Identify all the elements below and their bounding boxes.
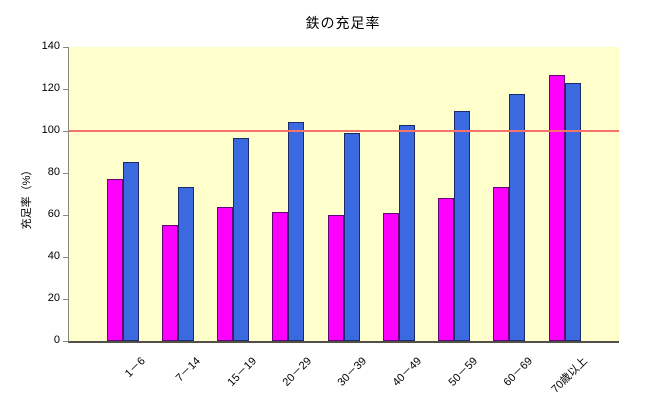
y-tick-label-0: 0: [53, 334, 60, 346]
x-tick-label-4: 20－29: [280, 355, 314, 389]
x-tick-label-3: 15－19: [225, 355, 259, 389]
x-tick-label-7: 50－59: [446, 355, 480, 389]
bar-series1-1: [106, 179, 123, 341]
bar-series2-6: [398, 125, 415, 341]
y-tick-label-100: 100: [41, 124, 60, 136]
y-tick-mark-0: [63, 341, 68, 342]
x-tick-label-6: 40－49: [390, 355, 425, 389]
chart-title: 鉄の充足率: [305, 15, 381, 31]
y-tick-mark-80: [63, 173, 68, 174]
bar-series1-3: [217, 207, 233, 341]
y-tick-label-80: 80: [47, 166, 60, 178]
x-tick-label-1: 1－6: [123, 355, 149, 381]
bar-series2-7: [454, 111, 470, 341]
bar-series2-1: [122, 162, 139, 341]
y-tick-mark-140: [63, 47, 68, 48]
bar-series2-4: [288, 122, 305, 341]
bar-series2-8: [509, 94, 526, 341]
bar-series2-2: [177, 187, 194, 341]
bar-series1-2: [161, 225, 178, 341]
y-tick-label-20: 20: [47, 292, 60, 304]
bar-series1-4: [272, 212, 289, 341]
bar-series2-3: [233, 138, 249, 341]
y-tick-mark-120: [63, 89, 68, 90]
x-tick-label-9: 70歳以上: [549, 355, 591, 396]
y-tick-mark-20: [63, 299, 68, 300]
bar-series1-6: [382, 213, 399, 341]
y-tick-label-140: 140: [41, 40, 60, 52]
x-tick-label-8: 60－69: [501, 355, 535, 389]
bar-series2-5: [343, 133, 360, 341]
x-tick-label-5: 30－39: [335, 355, 370, 389]
x-tick-label-2: 7－14: [174, 355, 204, 385]
y-tick-label-60: 60: [47, 208, 60, 220]
reference-line-100: [69, 130, 619, 132]
y-tick-label-120: 120: [41, 82, 60, 94]
bar-series1-7: [438, 198, 454, 341]
y-tick-mark-100: [63, 131, 68, 132]
bar-series2-9: [564, 83, 581, 341]
bar-series1-5: [327, 215, 344, 341]
y-tick-label-40: 40: [47, 250, 60, 262]
y-tick-mark-40: [63, 257, 68, 258]
y-tick-mark-60: [63, 215, 68, 216]
bar-series1-8: [493, 187, 510, 341]
plot-area: [68, 47, 619, 343]
bar-series1-9: [548, 75, 565, 341]
